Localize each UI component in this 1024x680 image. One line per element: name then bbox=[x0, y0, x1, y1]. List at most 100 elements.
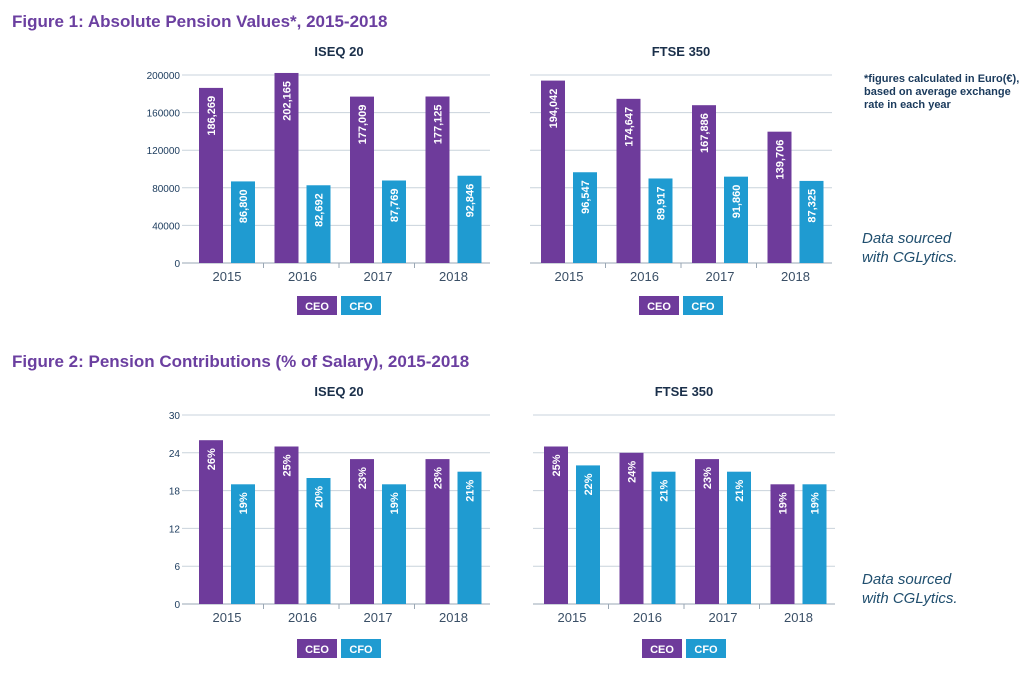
bar-value-label: 87,769 bbox=[389, 188, 401, 222]
bar-value-label: 194,042 bbox=[548, 89, 560, 129]
bar-value-label: 19% bbox=[238, 492, 250, 514]
x-tick-label: 2017 bbox=[709, 610, 738, 625]
x-tick-label: 2015 bbox=[213, 610, 242, 625]
legend-label: CEO bbox=[650, 644, 674, 656]
chart-title: FTSE 350 bbox=[655, 384, 714, 399]
bar-value-label: 19% bbox=[778, 492, 790, 514]
chart-title: FTSE 350 bbox=[652, 44, 711, 59]
y-tick-label: 24 bbox=[169, 449, 181, 460]
bar-ceo-2018 bbox=[425, 459, 450, 604]
x-tick-label: 2016 bbox=[288, 610, 317, 625]
y-tick-label: 0 bbox=[174, 600, 180, 611]
bar-value-label: 87,325 bbox=[807, 189, 819, 223]
chart-f2-ftse: FTSE 350 25% 22% 2015 24% 21% 2016 23% 21% 2017 19… bbox=[533, 384, 835, 658]
bar-ceo-2018 bbox=[425, 96, 450, 263]
bar-cfo-2015 bbox=[576, 465, 600, 604]
bar-ceo-2015 bbox=[544, 446, 568, 604]
y-tick-label: 200000 bbox=[147, 71, 181, 82]
bar-value-label: 19% bbox=[810, 492, 822, 514]
y-tick-label: 80000 bbox=[152, 184, 180, 195]
bar-cfo-2017 bbox=[724, 176, 748, 263]
legend-label: CFO bbox=[691, 301, 715, 313]
bar-cfo-2018 bbox=[457, 471, 482, 604]
bar-cfo-2017 bbox=[727, 471, 751, 604]
bar-value-label: 139,706 bbox=[775, 140, 787, 180]
figure-1-title: Figure 1: Absolute Pension Values*, 2015… bbox=[12, 12, 388, 31]
bar-value-label: 89,917 bbox=[656, 186, 668, 220]
y-tick-label: 18 bbox=[169, 487, 181, 498]
bar-cfo-2015 bbox=[231, 484, 255, 604]
y-tick-label: 30 bbox=[169, 411, 181, 422]
y-tick-label: 12 bbox=[169, 524, 181, 535]
y-tick-label: 6 bbox=[174, 562, 180, 573]
bar-ceo-2015 bbox=[541, 80, 565, 263]
bar-ceo-2017 bbox=[695, 459, 719, 604]
x-tick-label: 2018 bbox=[439, 269, 468, 284]
bar-ceo-2016 bbox=[616, 98, 641, 263]
legend-label: CEO bbox=[647, 301, 671, 313]
bar-value-label: 177,125 bbox=[433, 105, 445, 145]
chart-f1-iseq: 0 40000 80000 120000 160000 200000 ISEQ 20 186,… bbox=[147, 44, 490, 315]
legend-swatch-ceo bbox=[642, 639, 682, 658]
chart-title: ISEQ 20 bbox=[314, 44, 363, 59]
y-tick-label: 120000 bbox=[147, 146, 181, 157]
chart-f1-ftse: FTSE 350 194,042 96,547 2015 174,647 89,917 20… bbox=[530, 44, 832, 315]
bar-value-label: 82,692 bbox=[314, 193, 326, 227]
bar-ceo-2016 bbox=[274, 446, 299, 604]
legend-label: CFO bbox=[349, 301, 373, 313]
bar-value-label: 23% bbox=[702, 467, 714, 489]
legend-swatch-cfo bbox=[341, 296, 381, 315]
bar-value-label: 21% bbox=[659, 479, 671, 501]
legend-swatch-ceo bbox=[297, 639, 337, 658]
legend-label: CFO bbox=[694, 644, 718, 656]
source-line: Data sourced bbox=[862, 230, 952, 247]
bar-cfo-2016 bbox=[648, 178, 673, 263]
bar-ceo-2017 bbox=[350, 459, 374, 604]
bar-value-label: 96,547 bbox=[580, 180, 592, 214]
bar-value-label: 20% bbox=[314, 486, 326, 508]
bar-value-label: 24% bbox=[627, 461, 639, 483]
bar-value-label: 26% bbox=[206, 448, 218, 470]
bar-value-label: 174,647 bbox=[624, 107, 636, 147]
bar-cfo-2016 bbox=[306, 185, 331, 263]
bar-value-label: 21% bbox=[465, 479, 477, 501]
bar-cfo-2018 bbox=[799, 180, 824, 263]
x-tick-label: 2016 bbox=[633, 610, 662, 625]
source-line: Data sourced bbox=[862, 571, 952, 588]
x-tick-label: 2018 bbox=[784, 610, 813, 625]
bar-ceo-2015 bbox=[199, 87, 223, 264]
chart-title: ISEQ 20 bbox=[314, 384, 363, 399]
data-source-note-1: Data sourced with CGLytics. bbox=[862, 229, 1022, 267]
bar-cfo-2018 bbox=[802, 484, 827, 604]
x-tick-label: 2017 bbox=[364, 610, 393, 625]
source-line: with CGLytics. bbox=[862, 249, 958, 266]
currency-note: *figures calculated in Euro(€), based on… bbox=[864, 73, 1020, 111]
x-tick-label: 2015 bbox=[558, 610, 587, 625]
legend-label: CFO bbox=[349, 644, 373, 656]
bar-value-label: 21% bbox=[734, 479, 746, 501]
legend-swatch-cfo bbox=[341, 639, 381, 658]
figure-2-title: Figure 2: Pension Contributions (% of Sa… bbox=[12, 352, 470, 371]
bar-cfo-2016 bbox=[306, 478, 331, 604]
bar-cfo-2015 bbox=[573, 172, 597, 263]
bar-value-label: 91,860 bbox=[731, 185, 743, 219]
bar-value-label: 22% bbox=[583, 473, 595, 495]
legend-swatch-cfo bbox=[686, 639, 726, 658]
bar-ceo-2015 bbox=[199, 440, 223, 604]
x-tick-label: 2016 bbox=[630, 269, 659, 284]
bar-value-label: 202,165 bbox=[282, 81, 294, 121]
bar-cfo-2018 bbox=[457, 175, 482, 263]
legend-swatch-cfo bbox=[683, 296, 723, 315]
bar-value-label: 177,009 bbox=[357, 105, 369, 145]
y-tick-label: 160000 bbox=[147, 109, 181, 120]
bar-ceo-2018 bbox=[767, 131, 792, 263]
bar-value-label: 186,269 bbox=[206, 96, 218, 136]
legend-label: CEO bbox=[305, 301, 329, 313]
bar-ceo-2016 bbox=[619, 452, 644, 604]
bar-value-label: 19% bbox=[389, 492, 401, 514]
bar-value-label: 23% bbox=[433, 467, 445, 489]
chart-f2-iseq: 0 6 12 18 24 30 ISEQ 20 26% 19% 2015 25% 20% 2016 23%… bbox=[169, 384, 490, 658]
x-tick-label: 2018 bbox=[439, 610, 468, 625]
bar-ceo-2017 bbox=[692, 105, 716, 263]
